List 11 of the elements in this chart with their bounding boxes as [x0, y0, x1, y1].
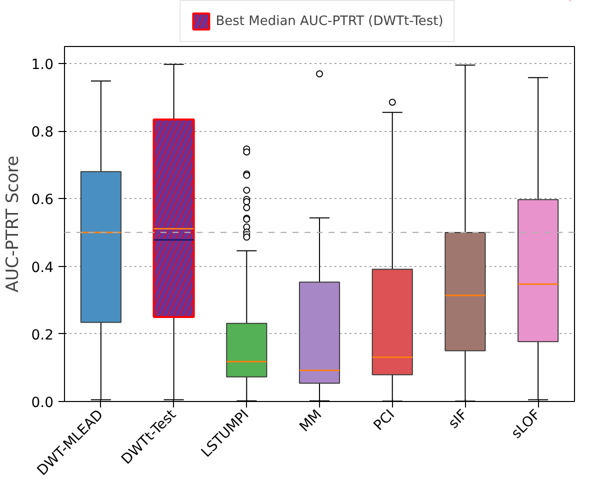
y-axis-title: AUC-PTRT Score	[3, 156, 24, 292]
y-tick-label: 0.8	[31, 124, 54, 141]
y-tick-label: 0.2	[31, 327, 54, 344]
y-tick-label: 0.4	[31, 260, 54, 276]
legend-label: Best Median AUC-PTRT (DWTt-Test)	[216, 14, 444, 28]
y-tick-label: 0.0	[31, 395, 54, 411]
x-tick-label: MM	[296, 406, 326, 436]
y-tick-label: 1.0	[31, 56, 54, 73]
x-tick-label: PCI	[370, 406, 398, 434]
y-tick-label: 0.6	[31, 192, 54, 208]
x-tick-label: sIF	[446, 406, 471, 432]
